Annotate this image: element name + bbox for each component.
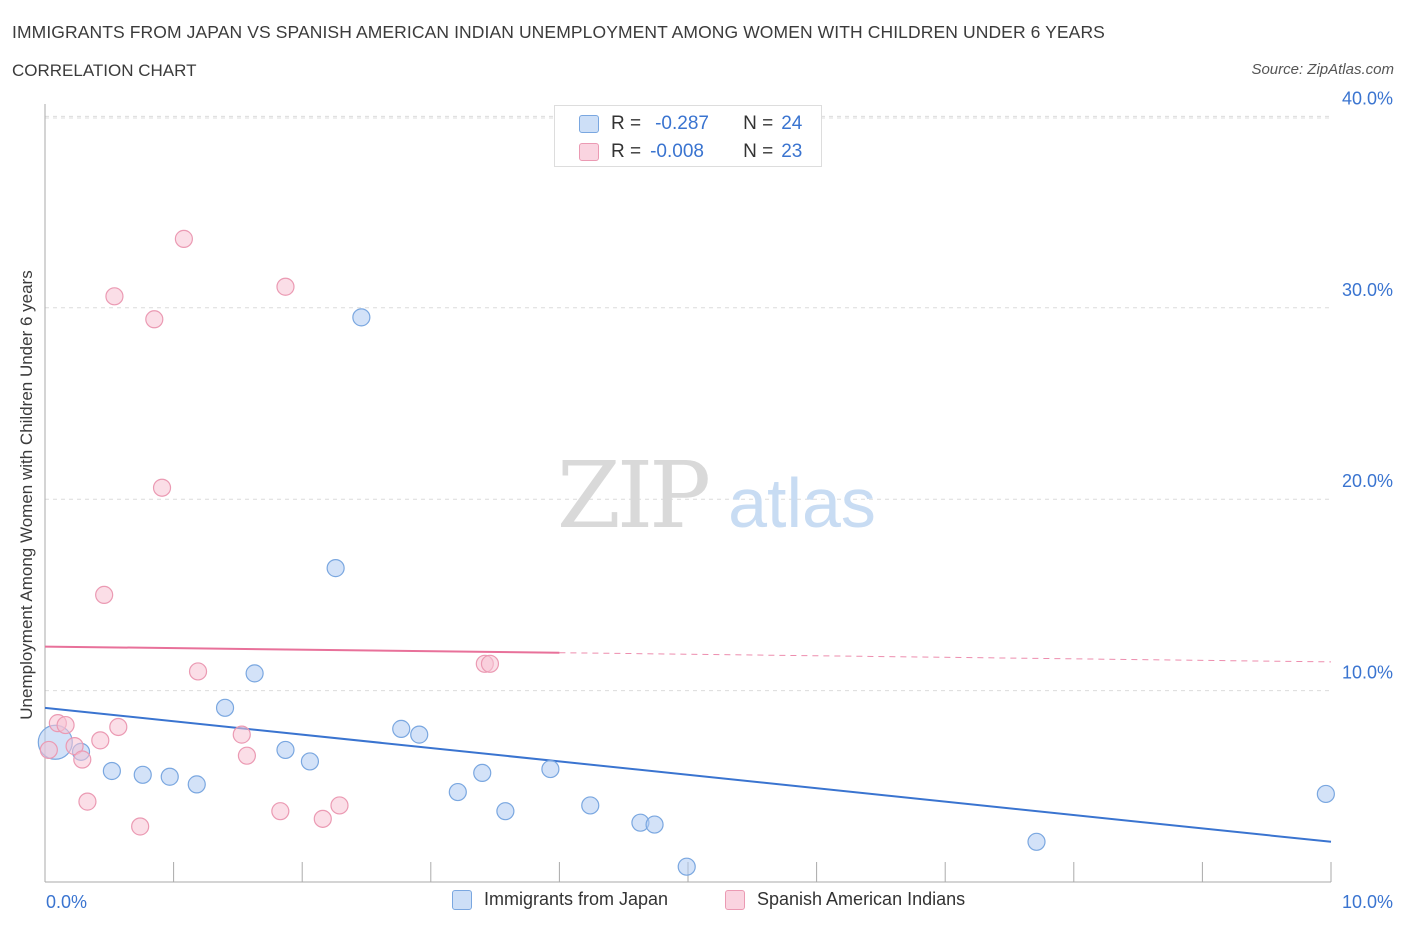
watermark-atlas: atlas	[728, 464, 876, 542]
japan-point	[102, 761, 121, 781]
japan-point	[496, 802, 515, 821]
watermark-zip: ZIP	[557, 442, 708, 549]
data-points	[37, 229, 1335, 876]
japan-point	[187, 775, 206, 794]
series-legend: Immigrants from Japan Spanish American I…	[0, 889, 1406, 915]
x-tick-label-min: 0.0%	[46, 892, 87, 912]
spanish-point	[131, 817, 150, 836]
y-tick-label: 20.0%	[1342, 471, 1393, 491]
legend-n-value: 24	[781, 113, 803, 134]
spanish-point	[330, 796, 349, 815]
y-tick-label: 30.0%	[1342, 280, 1393, 300]
spanish-point	[276, 277, 295, 296]
x-tick-label-max: 10.0%	[1342, 892, 1393, 912]
legend-r-label: R =	[611, 141, 642, 162]
spanish-point	[109, 717, 128, 737]
legend-n-value: 23	[781, 141, 803, 162]
source-label: Source: ZipAtlas.com	[1251, 61, 1394, 78]
japan-point	[645, 815, 664, 834]
legend-row-japan: R = -0.287 N = 24	[579, 112, 802, 136]
spanish-point	[174, 229, 193, 248]
legend-r-value: -0.008	[650, 141, 704, 162]
japan-point	[300, 752, 320, 771]
spanish-point	[39, 740, 58, 760]
spanish-point	[152, 478, 172, 497]
spanish-point	[73, 750, 92, 769]
japan-trend-line	[44, 706, 1332, 843]
spanish-point	[480, 654, 500, 673]
correlation-legend: R = -0.287 N = 24 R = -0.008 N = 23	[554, 105, 822, 167]
japan-point	[215, 698, 235, 717]
spanish-point	[232, 725, 251, 744]
legend-r-value: -0.287	[655, 113, 709, 134]
japan-point	[160, 767, 179, 786]
spanish-point	[237, 746, 257, 765]
japan-point	[245, 664, 264, 683]
tick-labels: 10.0% 20.0% 30.0% 40.0% 0.0% 10.0%	[46, 88, 1393, 912]
legend-n-label: N =	[743, 113, 774, 134]
japan-point	[410, 725, 429, 744]
japan-point	[581, 796, 600, 815]
spanish-point	[188, 662, 208, 681]
legend-item-spanish[interactable]: Spanish American Indians	[725, 889, 965, 910]
spanish-point	[271, 802, 290, 821]
spanish-point	[91, 731, 110, 750]
legend-swatch-pink	[725, 889, 745, 910]
legend-swatch-pink	[579, 143, 599, 161]
spanish-point	[105, 287, 124, 306]
spanish-point	[65, 737, 84, 756]
spanish-point	[78, 792, 97, 811]
legend-swatch-blue	[579, 115, 599, 133]
japan-point	[352, 308, 371, 327]
y-tick-label: 10.0%	[1342, 663, 1393, 683]
japan-point	[473, 763, 492, 783]
japan-point	[392, 719, 411, 738]
trend-lines	[44, 645, 1332, 843]
legend-n-label: N =	[743, 141, 774, 162]
watermark: ZIP atlas	[557, 442, 876, 549]
spanish-point	[145, 310, 164, 329]
legend-row-spanish: R = -0.008 N = 23	[579, 140, 802, 164]
japan-point	[133, 765, 152, 784]
japan-point	[448, 782, 467, 802]
spanish-point	[56, 715, 75, 735]
chart-subtitle: CORRELATION CHART	[12, 61, 197, 80]
legend-label-spanish: Spanish American Indians	[757, 889, 966, 909]
japan-point	[276, 740, 295, 760]
japan-point	[1316, 784, 1335, 804]
chart-title: IMMIGRANTS FROM JAPAN VS SPANISH AMERICA…	[12, 22, 1105, 42]
legend-r-label: R =	[611, 113, 642, 134]
japan-point	[326, 559, 345, 578]
spanish-point	[95, 585, 114, 605]
spanish-trend-line-extension	[559, 652, 1332, 663]
legend-label-japan: Immigrants from Japan	[484, 889, 669, 909]
japan-point	[1027, 832, 1046, 851]
spanish-trend-line	[44, 645, 560, 654]
legend-swatch-blue	[452, 889, 472, 910]
y-tick-label: 40.0%	[1342, 88, 1393, 108]
grid-lines	[45, 115, 1331, 692]
y-axis-label: Unemployment Among Women with Children U…	[17, 270, 36, 720]
japan-point	[541, 759, 560, 779]
legend-item-japan[interactable]: Immigrants from Japan	[452, 889, 668, 910]
spanish-point	[313, 809, 332, 828]
japan-point	[677, 857, 696, 876]
